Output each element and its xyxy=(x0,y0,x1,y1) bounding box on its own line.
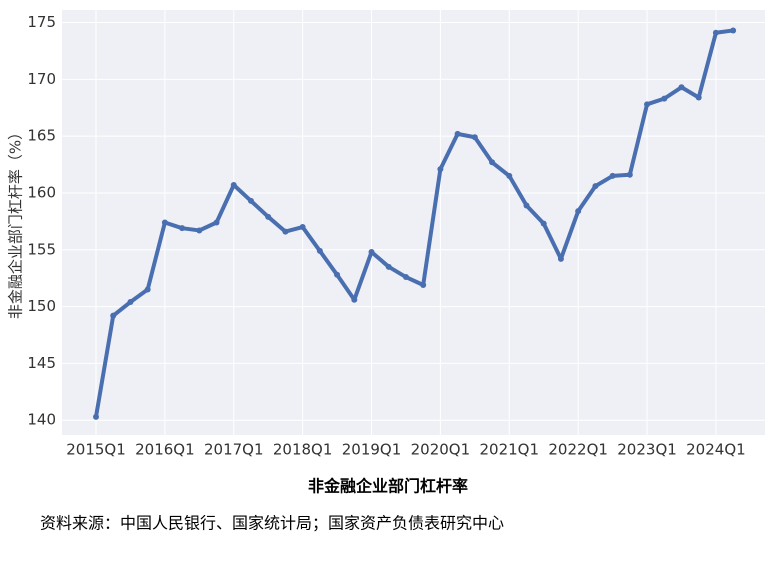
y-tick-label: 175 xyxy=(27,13,56,31)
point xyxy=(420,282,427,288)
y-tick-label: 145 xyxy=(27,354,56,372)
point xyxy=(213,219,220,226)
caption: 非金融企业部门杠杆率 xyxy=(308,477,468,496)
point xyxy=(179,225,186,232)
y-tick-label: 170 xyxy=(27,70,56,88)
point xyxy=(557,255,564,262)
x-tick-label: 2018Q1 xyxy=(273,441,333,459)
y-axis-label: 非金融企业部门杠杆率（%） xyxy=(7,125,25,319)
point xyxy=(523,202,530,209)
point xyxy=(368,249,375,256)
point xyxy=(471,134,478,141)
point xyxy=(454,130,461,137)
point xyxy=(592,183,599,190)
point xyxy=(196,227,203,234)
point xyxy=(626,171,633,178)
point xyxy=(506,172,513,179)
y-tick-label: 155 xyxy=(27,240,56,258)
point xyxy=(661,95,668,102)
x-tick-label: 2019Q1 xyxy=(342,441,402,459)
point xyxy=(230,182,237,188)
point xyxy=(678,84,685,91)
point xyxy=(730,27,737,34)
y-tick-label: 140 xyxy=(27,411,56,429)
point xyxy=(316,247,323,254)
y-tick-label: 160 xyxy=(27,183,56,201)
point xyxy=(385,263,392,270)
point xyxy=(437,166,444,173)
point xyxy=(609,172,616,179)
x-tick-label: 2016Q1 xyxy=(135,441,195,459)
point xyxy=(695,94,702,101)
point xyxy=(282,228,289,235)
point xyxy=(575,208,582,215)
point xyxy=(351,296,358,303)
point xyxy=(489,159,496,166)
point xyxy=(144,286,151,293)
x-tick-label: 2023Q1 xyxy=(617,441,677,459)
x-tick-label: 2024Q1 xyxy=(686,441,746,459)
point xyxy=(265,213,272,220)
x-tick-label: 2020Q1 xyxy=(411,441,471,459)
point xyxy=(93,413,99,420)
point xyxy=(644,101,651,108)
point xyxy=(110,312,117,319)
y-tick-label: 150 xyxy=(27,297,56,315)
point xyxy=(161,219,168,226)
y-tick-label: 165 xyxy=(27,127,56,145)
point xyxy=(712,29,719,36)
x-tick-label: 2022Q1 xyxy=(548,441,608,459)
source: 资料来源：中国人民银行、国家统计局；国家资产负债表研究中心 xyxy=(40,514,504,533)
plot-area xyxy=(62,10,765,435)
point xyxy=(540,220,547,227)
point xyxy=(402,274,409,281)
x-tick-label: 2015Q1 xyxy=(66,441,126,459)
point xyxy=(334,271,341,278)
point xyxy=(247,197,254,204)
point xyxy=(299,224,306,231)
x-tick-label: 2021Q1 xyxy=(480,441,540,459)
point xyxy=(127,299,134,306)
x-tick-label: 2017Q1 xyxy=(204,441,264,459)
